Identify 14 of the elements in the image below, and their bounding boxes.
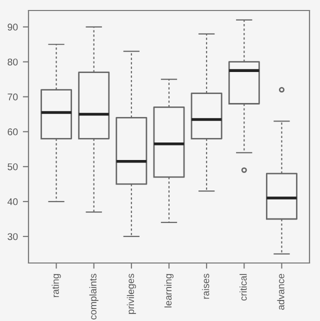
y-tick-label: 30 <box>8 233 18 240</box>
y-tick-label: 90 <box>8 24 18 31</box>
x-tick-label: privileges <box>126 274 136 314</box>
x-tick-label: learning <box>164 274 174 308</box>
x-tick-label: advance <box>277 274 284 310</box>
y-tick-label: 80 <box>8 58 18 66</box>
y-tick-label: 60 <box>8 128 18 136</box>
x-tick-label: raises <box>202 274 210 299</box>
x-tick-label: critical <box>240 274 247 301</box>
x-tick-label: complaints <box>89 274 98 320</box>
y-tick-label: 70 <box>8 93 18 100</box>
y-tick-label: 50 <box>8 163 18 170</box>
y-tick-label: 40 <box>7 198 18 206</box>
x-tick-label: rating <box>52 274 61 298</box>
